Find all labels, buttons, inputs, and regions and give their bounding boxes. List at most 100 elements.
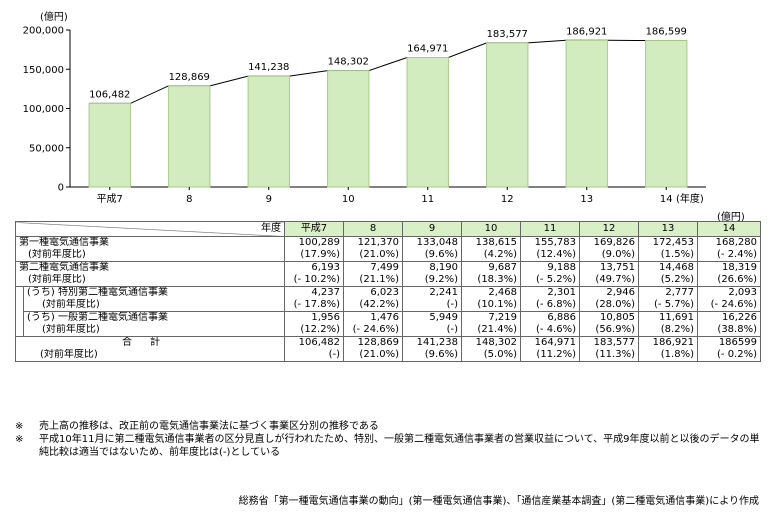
row-sub-label: (対前年度比)	[15, 249, 285, 262]
table-row-ratio: (対前年度比) (- 10.2%) (21.1%) (9.2%) (18.3%) (- 5…	[15, 274, 761, 287]
ratio-cell: (11.2%)	[520, 349, 580, 362]
ratio-cell: (-)	[402, 324, 462, 337]
header-year-cell: 8	[343, 221, 403, 237]
value-cell: 172,453	[638, 236, 698, 249]
ratio-cell: (38.8%)	[697, 324, 761, 337]
value-cell: 1,956	[284, 311, 344, 324]
ratio-cell: (5.0%)	[461, 349, 521, 362]
value-cell: 14,468	[638, 261, 698, 274]
value-cell: 141,238	[402, 336, 462, 349]
ratio-cell: (28.0%)	[579, 299, 639, 312]
row-label: (うち) 一般第二種電気通信事業	[23, 311, 285, 324]
row-sub-label: (対前年度比)	[23, 299, 285, 312]
x-tick-label: 8	[186, 194, 192, 205]
bar-value-label: 148,302	[328, 57, 369, 68]
bar-value-label: 164,971	[407, 43, 448, 54]
bar	[486, 42, 529, 188]
ratio-cell: (8.2%)	[638, 324, 698, 337]
note-2-text: 平成10年11月に第二種電気通信事業者の区分見直しが行われたため、特別、一般第二…	[39, 434, 760, 458]
y-tick-label: 100,000	[23, 104, 64, 115]
ratio-cell: (- 17.8%)	[284, 299, 344, 312]
table-row: 第二種電気通信事業 6,193 7,499 8,190 9,687 9,188 13,751…	[15, 261, 761, 274]
ratio-cell: (1.8%)	[638, 349, 698, 362]
ratio-cell: (-)	[284, 349, 344, 362]
value-cell: 6,886	[520, 311, 580, 324]
header-year-cell: 11	[520, 221, 580, 237]
value-cell: 138,615	[461, 236, 521, 249]
ratio-cell: (- 24.6%)	[343, 324, 403, 337]
value-cell: 2,777	[638, 286, 698, 299]
bar-value-label: 128,869	[169, 72, 210, 83]
value-cell: 5,949	[402, 311, 462, 324]
value-cell: 4,237	[284, 286, 344, 299]
value-cell: 1,476	[343, 311, 403, 324]
value-cell: 8,190	[402, 261, 462, 274]
value-cell: 7,219	[461, 311, 521, 324]
ratio-cell: (42.2%)	[343, 299, 403, 312]
bar	[88, 102, 131, 188]
note-2: ※ 平成10年11月に第二種電気通信事業者の区分見直しが行われたため、特別、一般…	[15, 433, 765, 459]
ratio-cell: (17.9%)	[284, 249, 344, 262]
ratio-cell: (- 5.7%)	[638, 299, 698, 312]
value-cell: 169,826	[579, 236, 639, 249]
bar-value-label: 186,599	[646, 27, 687, 38]
value-cell: 186,921	[638, 336, 698, 349]
notes: ※ 売上高の推移は、改正前の電気通信事業法に基づく事業区分別の推移である ※ 平…	[15, 420, 765, 459]
value-cell: 106,482	[284, 336, 344, 349]
ratio-cell: (- 6.8%)	[520, 299, 580, 312]
value-cell: 133,048	[402, 236, 462, 249]
ratio-cell: (5.2%)	[638, 274, 698, 287]
value-cell: 164,971	[520, 336, 580, 349]
ratio-cell: (- 5.2%)	[520, 274, 580, 287]
table-unit: (億円)	[717, 212, 745, 223]
header-year-cell: 13	[638, 221, 698, 237]
note-1: ※ 売上高の推移は、改正前の電気通信事業法に基づく事業区分別の推移である	[15, 420, 765, 433]
ratio-cell: (21.0%)	[343, 249, 403, 262]
bar	[565, 39, 608, 188]
bar-value-label: 183,577	[487, 29, 528, 40]
bar	[327, 70, 370, 188]
x-tick-label: 12	[501, 194, 514, 205]
table-row: (うち) 特別第二種電気通信事業 4,237 6,023 2,241 2,468 2,30…	[15, 286, 761, 299]
value-cell: 183,577	[579, 336, 639, 349]
value-cell: 6,023	[343, 286, 403, 299]
value-cell: 186599	[697, 336, 761, 349]
row-indent	[15, 324, 24, 337]
y-tick-label: 150,000	[23, 65, 64, 76]
ratio-cell: (21.0%)	[343, 349, 403, 362]
row-label: 第二種電気通信事業	[15, 261, 285, 274]
ratio-cell: (49.7%)	[579, 274, 639, 287]
value-cell: 16,226	[697, 311, 761, 324]
value-cell: 11,691	[638, 311, 698, 324]
y-axis-unit: (億円)	[40, 10, 68, 23]
ratio-cell: (- 24.6%)	[697, 299, 761, 312]
row-label: (うち) 特別第二種電気通信事業	[23, 286, 285, 299]
note-1-text: 売上高の推移は、改正前の電気通信事業法に基づく事業区分別の推移である	[39, 421, 379, 432]
bar-chart: (億円) 0 50,000 100,000 150,000 200,000 106,48…	[23, 10, 706, 205]
ratio-cell: (21.1%)	[343, 274, 403, 287]
value-cell: 2,093	[697, 286, 761, 299]
ratio-cell: (21.4%)	[461, 324, 521, 337]
x-axis-unit: (年度)	[676, 192, 704, 205]
ratio-cell: (-)	[402, 299, 462, 312]
value-cell: 2,946	[579, 286, 639, 299]
ratio-cell: (11.3%)	[579, 349, 639, 362]
ratio-cell: (9.0%)	[579, 249, 639, 262]
x-tick-label: 10	[342, 194, 355, 205]
header-year-cell: 12	[579, 221, 639, 237]
header-year-cell: 平成7	[284, 221, 344, 237]
value-cell: 100,289	[284, 236, 344, 249]
row-label: 第一種電気通信事業	[15, 236, 285, 249]
value-cell: 128,869	[343, 336, 403, 349]
x-tick-label: 9	[266, 194, 272, 205]
value-cell: 168,280	[697, 236, 761, 249]
ratio-cell: (9.2%)	[402, 274, 462, 287]
value-cell: 9,188	[520, 261, 580, 274]
value-cell: 13,751	[579, 261, 639, 274]
data-table: 年度 平成7 8 9 10 11 12 13 14 第一種電気通信事業 100,289 121,370…	[15, 221, 761, 362]
y-tick-label: 200,000	[23, 26, 64, 37]
y-tick-label: 0	[58, 183, 64, 194]
value-cell: 6,193	[284, 261, 344, 274]
ratio-cell: (9.6%)	[402, 249, 462, 262]
ratio-cell: (- 10.2%)	[284, 274, 344, 287]
